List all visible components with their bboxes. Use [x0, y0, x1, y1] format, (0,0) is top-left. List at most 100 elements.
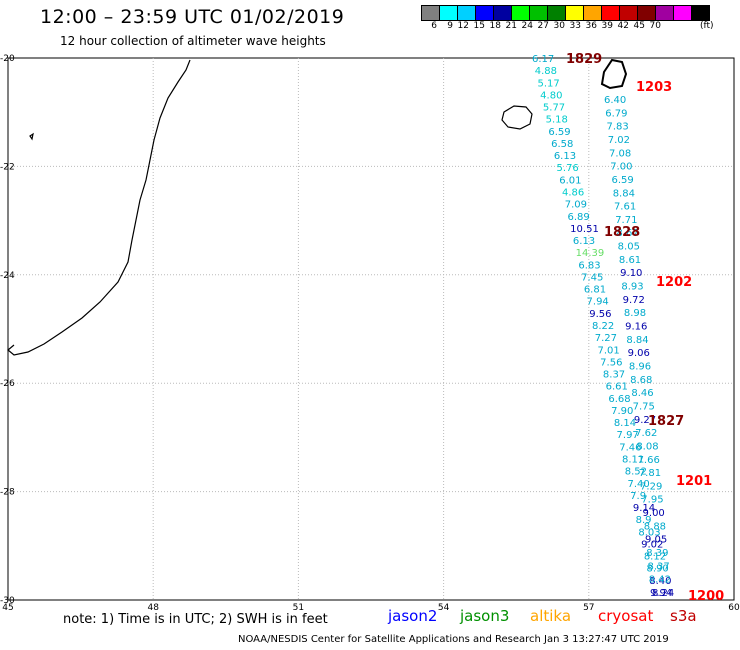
swh-value: 7.45 — [581, 272, 603, 283]
swh-value: 8.03 — [638, 527, 660, 538]
swh-value: 9.00 — [643, 508, 665, 519]
swh-value: 7.01 — [597, 345, 619, 356]
swh-value: 9.14 — [633, 503, 655, 514]
swh-value: 6.13 — [554, 151, 576, 162]
pass-time-label: 1827 — [648, 414, 684, 429]
scale-label: 9 — [447, 21, 453, 31]
sat-jason2: jason2 — [388, 607, 438, 625]
swh-value: 8.96 — [629, 361, 651, 372]
color-scale-labels: 6 9 12 15 18 21 24 27 30 33 36 39 42 45 70 — [421, 21, 661, 31]
swh-value: 7.09 — [565, 200, 587, 211]
swh-value: 8.14 — [614, 418, 636, 429]
lon-tick-label: 57 — [583, 603, 594, 613]
swh-value: 14.39 — [576, 248, 605, 259]
lon-tick-label: 60 — [728, 603, 740, 613]
pass-time-label: 1201 — [676, 474, 712, 489]
lat-tick-label: -30 — [0, 596, 15, 606]
swh-value: 8.37 — [648, 561, 670, 572]
swh-value: 7.81 — [639, 468, 661, 479]
scale-label: 39 — [601, 21, 613, 31]
swh-value: 6.01 — [559, 175, 581, 186]
swh-value: 8.08 — [636, 441, 658, 452]
swh-value: 7.62 — [635, 428, 657, 439]
swh-value: 7.90 — [611, 406, 633, 417]
scale-label: 24 — [521, 21, 533, 31]
swh-value: 9.10 — [620, 268, 642, 279]
swh-value: 8.12 — [644, 552, 666, 563]
scale-label: 70 — [649, 21, 661, 31]
footer-credit: NOAA/NESDIS Center for Satellite Applica… — [238, 634, 669, 645]
lon-tick-label: 51 — [293, 603, 304, 613]
lat-tick-label: -20 — [0, 54, 15, 64]
swh-value: 8.37 — [603, 370, 625, 381]
pass-time-label: 1829 — [566, 52, 602, 67]
swh-value: 6.89 — [567, 212, 589, 223]
swh-value: 7.94 — [587, 297, 609, 308]
swh-value: 8.24 — [652, 588, 674, 599]
scale-label: 21 — [505, 21, 517, 31]
swh-value: 6.58 — [551, 139, 573, 150]
swh-value: 8.61 — [619, 255, 641, 266]
swh-value: 8.46 — [631, 388, 653, 399]
scale-label: 33 — [569, 21, 581, 31]
swh-value: 8.05 — [618, 242, 640, 253]
scale-swatch — [691, 5, 710, 21]
axis-ticks: 45 48 51 54 57 60 -20 -22 -24 -26 -28 -30 — [0, 54, 740, 613]
scale-label: 30 — [553, 21, 565, 31]
lat-tick-label: -22 — [0, 162, 15, 172]
swh-value: 8.22 — [592, 321, 614, 332]
pass-time-label: 1203 — [636, 80, 672, 95]
map-title: 12:00 – 23:59 UTC 01/02/2019 — [40, 6, 345, 28]
swh-value: 7.95 — [641, 495, 663, 506]
swh-value: 9.56 — [589, 309, 611, 320]
swh-value: 6.40 — [604, 95, 626, 106]
scale-label: 27 — [537, 21, 549, 31]
swh-value: 6.61 — [606, 382, 628, 393]
lon-tick-label: 48 — [147, 603, 159, 613]
swh-value: 7.83 — [606, 122, 628, 133]
swh-value: 7.56 — [600, 357, 622, 368]
swh-value: 8.40 — [649, 576, 671, 587]
swh-value: 8.68 — [630, 375, 652, 386]
swh-value: 8.84 — [613, 188, 635, 199]
swh-value: 6.59 — [548, 127, 570, 138]
reunion-island — [501, 105, 533, 130]
swh-value: 8.42 — [649, 575, 671, 586]
color-scale-unit: (ft) — [700, 21, 714, 31]
swh-value: 9.94 — [650, 588, 672, 599]
sat-jason3: jason3 — [460, 607, 510, 625]
swh-value: 6.79 — [605, 108, 627, 119]
swh-value: 8.67 — [616, 228, 638, 239]
scale-label: 15 — [473, 21, 485, 31]
swh-value: 4.88 — [535, 66, 557, 77]
swh-value: 9.02 — [641, 539, 663, 550]
swh-value: 8.84 — [626, 335, 648, 346]
sat-altika: altika — [530, 607, 572, 625]
swh-value: 6.13 — [573, 236, 595, 247]
lon-tick-label: 54 — [438, 603, 450, 613]
swh-value: 7.40 — [627, 479, 649, 490]
swh-value: 7.02 — [608, 135, 630, 146]
swh-value: 7.61 — [614, 202, 636, 213]
lat-tick-label: -26 — [0, 379, 15, 389]
swh-value: 5.17 — [537, 78, 559, 89]
swh-value: 10.51 — [570, 224, 599, 235]
swh-value: 8.11 — [622, 455, 644, 466]
swh-value: 5.76 — [557, 163, 579, 174]
swh-value: 7.97 — [617, 430, 639, 441]
swh-value: 8.90 — [647, 564, 669, 575]
swh-value: 4.80 — [540, 90, 562, 101]
swh-value: 8.93 — [621, 282, 643, 293]
map-subtitle: 12 hour collection of altimeter wave hei… — [60, 34, 326, 48]
scale-label: 12 — [457, 21, 469, 31]
swh-value: 7.46 — [619, 442, 641, 453]
swh-value: 7.75 — [633, 401, 655, 412]
swh-value: 8.39 — [646, 548, 668, 559]
map-frame — [7, 57, 735, 601]
swh-value: 9.16 — [625, 322, 647, 333]
swh-value: 7.08 — [609, 148, 631, 159]
swh-value: 9.06 — [628, 348, 650, 359]
swh-value: 7.29 — [640, 481, 662, 492]
track-time-labels: 1829 1203 1828 1202 1827 1201 1200 — [566, 52, 724, 604]
